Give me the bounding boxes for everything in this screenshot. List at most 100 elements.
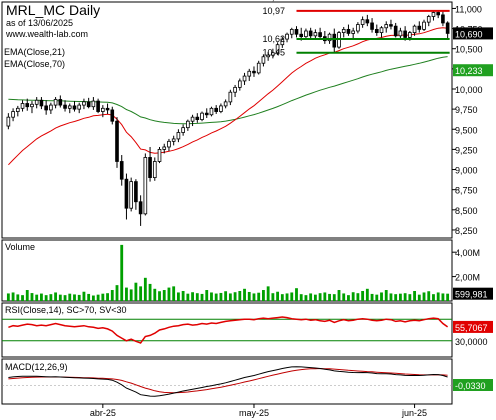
candle-up: [341, 28, 346, 34]
candle-down: [370, 22, 374, 30]
price-tick-label: 8,750: [455, 186, 478, 196]
volume-bar: [44, 295, 48, 301]
volume-bar: [87, 293, 91, 301]
volume-bar: [271, 293, 275, 301]
volume-last-badge-bg: [453, 287, 493, 300]
candle-up: [384, 24, 389, 29]
candle-up: [129, 181, 133, 209]
price-tick-label: 11,000: [455, 4, 482, 14]
price-tick-label: 9,250: [455, 145, 478, 155]
candle-down: [417, 25, 422, 30]
rsi-panel-frame: [1, 302, 453, 358]
volume-bar: [408, 294, 412, 301]
volume-bar: [304, 295, 308, 301]
volume-bar: [446, 293, 450, 301]
volume-bar: [73, 294, 76, 301]
ema21-line: [8, 27, 448, 166]
volume-bar: [195, 293, 199, 301]
volume-bar: [384, 290, 388, 301]
volume-bar: [285, 293, 289, 301]
volume-bar: [309, 293, 313, 301]
candle-up: [162, 146, 167, 150]
volume-bar: [153, 288, 157, 301]
candle-up: [223, 101, 228, 107]
candle-up: [289, 28, 294, 35]
ema70-line: [8, 56, 448, 125]
volume-bar: [30, 293, 34, 301]
candle-up: [422, 21, 426, 30]
candle-up: [426, 16, 431, 23]
price-tick-label: 9,500: [455, 125, 478, 135]
macd-panel: MACD(12,26,9)0,0000-0,0330: [1, 358, 493, 405]
volume-bar: [375, 294, 379, 301]
level-label: 11,13: [262, 0, 284, 2]
volume-bar: [181, 290, 185, 301]
volume-bar: [129, 289, 133, 301]
volume-bar: [436, 292, 440, 301]
volume-bar: [49, 294, 53, 301]
legend-ema21: EMA(Close,21): [4, 47, 65, 57]
candle-down: [148, 157, 152, 178]
candle-down: [25, 103, 30, 108]
candle-up: [228, 91, 233, 103]
candle-down: [393, 25, 398, 37]
volume-bar: [77, 294, 81, 301]
volume-bar: [115, 285, 119, 301]
volume-bar: [238, 290, 242, 301]
price-tick-label: 9,750: [455, 105, 478, 115]
candle-up: [77, 104, 82, 110]
volume-bar: [205, 290, 209, 301]
volume-bar: [200, 293, 204, 301]
ema70-value-badge-bg: [453, 64, 493, 77]
source-label: www.wealth-lab.com: [5, 29, 88, 39]
volume-bar: [351, 292, 355, 301]
candle-up: [360, 19, 365, 25]
volume-bar: [120, 244, 124, 301]
volume-bar: [224, 291, 228, 301]
level-label: 10,62: [262, 34, 285, 44]
volume-bar: [40, 293, 43, 301]
volume-bar: [233, 292, 237, 301]
candle-down: [105, 107, 110, 111]
volume-bar: [356, 293, 360, 301]
volume-tick-label: 4,00M: [455, 248, 480, 258]
candle-up: [82, 101, 86, 106]
candle-up: [186, 120, 190, 129]
volume-bar: [313, 294, 317, 301]
candle-up: [91, 100, 96, 108]
candle-down: [63, 104, 67, 109]
candle-up: [20, 103, 25, 109]
candle-down: [318, 32, 322, 38]
volume-bar: [365, 288, 369, 301]
volume-bar: [191, 292, 194, 301]
candle-up: [152, 161, 157, 178]
candle-up: [181, 127, 185, 133]
volume-bar: [106, 293, 109, 301]
candle-down: [138, 201, 143, 215]
candle-up: [6, 116, 11, 127]
volume-bar: [11, 292, 15, 301]
volume-bar: [96, 294, 100, 301]
candle-up: [356, 24, 360, 32]
volume-bar: [295, 288, 298, 301]
volume-bar: [58, 294, 62, 301]
volume-bar: [380, 292, 383, 301]
candle-up: [237, 80, 242, 88]
volume-bar: [318, 293, 322, 301]
candle-down: [86, 101, 91, 108]
volume-bar: [361, 290, 365, 301]
volume-tick-label: 2,00M: [455, 273, 480, 283]
volume-bar: [332, 294, 336, 301]
volume-bar: [162, 290, 166, 301]
candle-up: [15, 107, 20, 112]
volume-bar: [337, 290, 341, 301]
chart-title: MRL_MC Daily: [6, 2, 100, 18]
candle-up: [143, 157, 148, 215]
candle-down: [445, 22, 450, 34]
candle-up: [327, 33, 332, 42]
volume-bar: [413, 290, 416, 301]
volume-bar: [276, 291, 280, 301]
ema70-value-badge: 10,233: [455, 66, 483, 76]
rsi-line: [8, 316, 449, 344]
candle-up: [408, 32, 412, 38]
